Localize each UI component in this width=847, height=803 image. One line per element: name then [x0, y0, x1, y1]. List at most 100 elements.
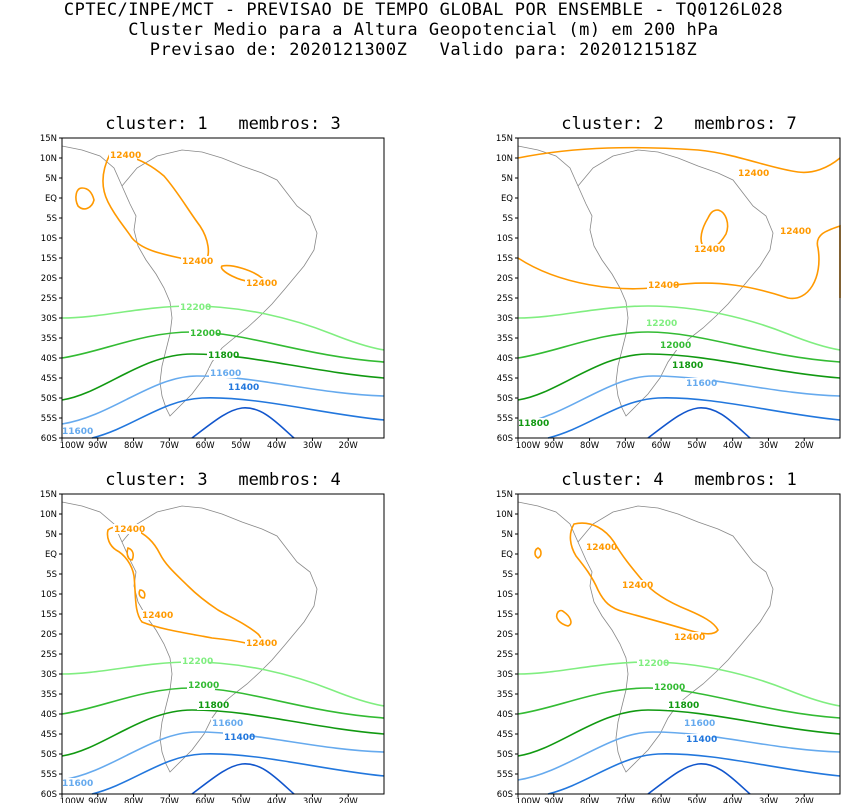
- contour-12400-1: [569, 522, 719, 635]
- contour-12200: [61, 305, 385, 351]
- contour-label-l11800: 11800: [198, 701, 229, 711]
- lon-label: 70W: [616, 441, 636, 451]
- contour-label-bg: [685, 378, 713, 388]
- lon-label: 60W: [651, 441, 671, 451]
- map-canvas: 12400 12400 12400 12400 12200 12000 11800 11800…: [496, 134, 841, 451]
- contour-label-l11600b: 11600: [62, 779, 93, 789]
- lat-label: 60S: [41, 434, 57, 444]
- contour-label-bg: [693, 244, 721, 254]
- lon-label: 60W: [651, 797, 671, 803]
- contour-label-bg: [585, 542, 613, 552]
- contour-11200: [647, 407, 751, 439]
- lon-label: 30W: [303, 441, 323, 451]
- contour-label-bg: [109, 150, 137, 160]
- contour-11600: [61, 375, 385, 425]
- lat-label: 45S: [497, 374, 513, 384]
- contour-label-bg: [209, 368, 237, 378]
- contour-label-bg: [737, 168, 765, 178]
- contour-label-bg: [647, 280, 675, 290]
- contour-label-l12400b: 12400: [182, 257, 213, 267]
- lon-label: 90W: [544, 441, 564, 451]
- lon-label: 80W: [124, 441, 144, 451]
- lat-label: 5S: [46, 214, 57, 224]
- map-frame: [517, 137, 841, 439]
- lon-label: 50W: [231, 441, 251, 451]
- main-title-line1: CPTEC/INPE/MCT - PREVISAO DE TEMPO GLOBA…: [63, 0, 784, 20]
- lat-label: 10S: [497, 590, 513, 600]
- contour-label-bg: [685, 734, 713, 744]
- lat-label: 25S: [41, 650, 57, 660]
- lat-label: 15N: [496, 490, 513, 500]
- lat-label: 35S: [497, 690, 513, 700]
- lon-label: 60W: [195, 797, 215, 803]
- panel-title: cluster: 4 membros: 1: [561, 470, 797, 490]
- contour-12400-2: [126, 546, 134, 561]
- lat-label: 10N: [40, 154, 57, 164]
- lon-label: 70W: [160, 797, 180, 803]
- lat-label: 10S: [497, 234, 513, 244]
- contour-label-l11400: 11400: [686, 735, 717, 745]
- lat-label: 15S: [497, 610, 513, 620]
- lat-label: 55S: [497, 770, 513, 780]
- contour-12400-1: [102, 153, 210, 264]
- panel-cluster-3: cluster: 3 membros: 4 12400 12400 12400 1220…: [40, 470, 385, 803]
- lon-label: 30W: [303, 797, 323, 803]
- contour-label-bg: [517, 418, 545, 428]
- lon-label: 70W: [616, 797, 636, 803]
- contour-label-bg: [621, 580, 649, 590]
- lat-label: 10S: [41, 234, 57, 244]
- contour-label-bg: [113, 524, 141, 534]
- contour-label-bg: [181, 256, 209, 266]
- lat-label: 45S: [41, 730, 57, 740]
- lat-label: 50S: [497, 750, 513, 760]
- contour-12400-2: [517, 224, 841, 300]
- lat-label: 5S: [502, 570, 513, 580]
- lat-label: 35S: [497, 334, 513, 344]
- contour-label-l12000: 12000: [654, 683, 685, 693]
- contour-11800: [61, 709, 385, 757]
- contour-12400-3: [138, 589, 146, 599]
- contour-label-bg: [227, 382, 255, 392]
- contour-label-bg: [187, 680, 215, 690]
- panel-cluster-1: cluster: 1 membros: 3 12400 12400 12400 1220…: [40, 114, 385, 451]
- contour-12400-1: [106, 525, 262, 646]
- lat-label: 30S: [41, 314, 57, 324]
- lat-label: 15N: [40, 490, 57, 500]
- lon-label: 100W: [60, 441, 85, 451]
- contour-11600: [61, 731, 385, 781]
- contour-label-bg: [637, 658, 665, 668]
- lat-label: 40S: [41, 354, 57, 364]
- contour-label-l12400a: 12400: [738, 169, 769, 179]
- main-title-line3: Previsao de: 2020121300Z Valido para: 20…: [149, 40, 698, 60]
- lon-label: 20W: [795, 797, 815, 803]
- lat-label: 5N: [45, 530, 57, 540]
- contour-12400-1: [517, 146, 841, 174]
- contour-12400-3: [700, 209, 729, 250]
- map-frame: [517, 493, 841, 795]
- contour-label-l12000: 12000: [660, 341, 691, 351]
- contour-11400: [91, 397, 385, 439]
- contour-label-l12400c: 12400: [780, 227, 811, 237]
- contour-11800: [61, 353, 385, 401]
- contour-label-l12000: 12000: [190, 329, 221, 339]
- lat-label: 55S: [41, 414, 57, 424]
- contour-label-bg: [659, 340, 687, 350]
- lat-label: 5S: [46, 570, 57, 580]
- lat-label: 35S: [41, 334, 57, 344]
- lat-label: 5N: [501, 174, 513, 184]
- contour-label-bg: [141, 610, 169, 620]
- lat-label: 20S: [497, 274, 513, 284]
- panel-cluster-4: cluster: 4 membros: 1 12400 12400 12400 1220…: [496, 470, 841, 803]
- lon-label: 100W: [516, 797, 541, 803]
- contour-label-bg: [653, 682, 681, 692]
- contour-11400: [91, 753, 385, 795]
- central-america-outline: [61, 501, 123, 543]
- contour-label-l12200: 12200: [182, 657, 213, 667]
- lon-label: 80W: [124, 797, 144, 803]
- lat-label: 40S: [497, 354, 513, 364]
- contour-label-bg: [667, 700, 695, 710]
- panel-title: cluster: 3 membros: 4: [105, 470, 341, 490]
- contour-11200: [191, 763, 295, 795]
- contour-label-bg: [61, 778, 89, 788]
- lon-label: 80W: [580, 797, 600, 803]
